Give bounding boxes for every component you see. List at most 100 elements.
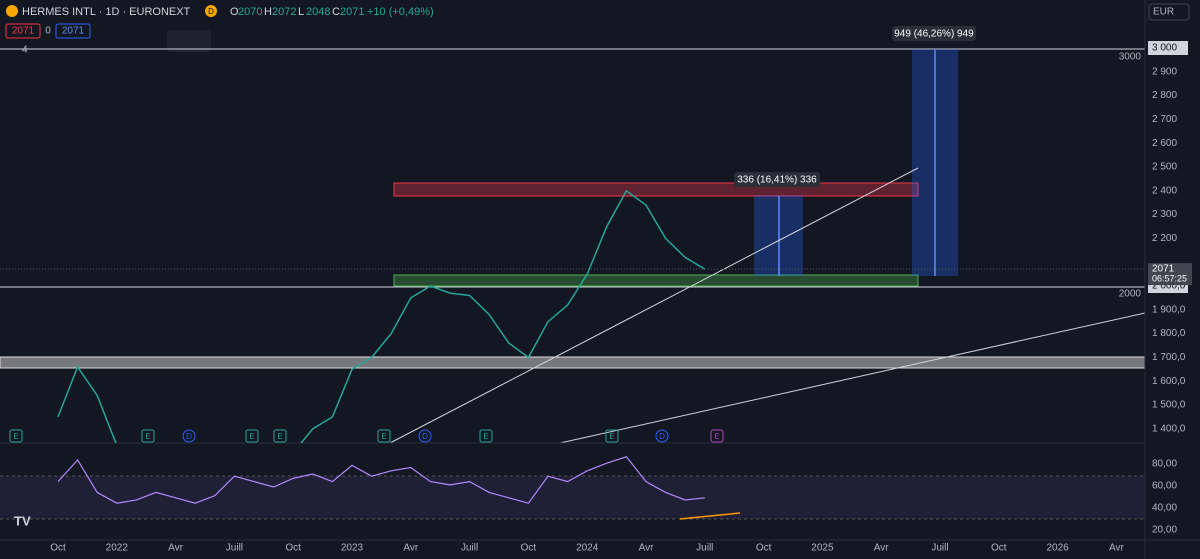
countdown: 06:57:25: [1152, 273, 1187, 283]
time-tick-label: Oct: [521, 543, 537, 554]
time-tick-label: 2022: [106, 543, 129, 554]
time-tick-label: 2024: [576, 543, 599, 554]
event-label: E: [483, 432, 488, 441]
badge-text: D: [208, 7, 214, 16]
time-tick-label: 2023: [341, 543, 364, 554]
level-label: 3000: [1119, 52, 1142, 63]
time-tick-label: Juill: [461, 543, 478, 554]
logo: [6, 5, 18, 17]
price-pane: [57, 189, 706, 443]
event-marker: [418, 429, 432, 443]
measure-label: 949 (46,26%) 949: [894, 29, 974, 40]
event-label: E: [277, 432, 282, 441]
currency-box[interactable]: [1148, 3, 1190, 21]
indicators-count: 4: [22, 45, 28, 56]
time-tick-label: Oct: [285, 543, 301, 554]
price-tick-label: 1 600,0: [1152, 376, 1186, 387]
price-tick-label: 1 700,0: [1152, 352, 1186, 363]
support-zone: [393, 274, 919, 287]
axis-highlight: [1148, 41, 1188, 55]
resistance-zone: [393, 182, 919, 197]
price-tick-label: 2 500: [1152, 162, 1177, 173]
event-marker: [9, 429, 23, 443]
event-label: E: [381, 432, 386, 441]
event-label: D: [659, 432, 665, 441]
event-label: E: [714, 432, 719, 441]
time-tick-label: Juill: [931, 543, 948, 554]
currency: EUR: [1153, 7, 1174, 18]
time-tick-label: Juill: [226, 543, 243, 554]
ohlc-key: H: [264, 6, 272, 18]
spread: 0: [45, 26, 51, 37]
event-label: E: [609, 432, 614, 441]
price-tick-label: 2 600: [1152, 138, 1177, 149]
price-tick-label: 1 500,0: [1152, 400, 1186, 411]
event-marker: [479, 429, 493, 443]
ohlc-value: 2071: [340, 6, 364, 18]
toolbar[interactable]: [167, 30, 211, 52]
badge[interactable]: [205, 5, 217, 17]
time-tick-label: 2026: [1046, 543, 1069, 554]
rsi-tick-label: 20,00: [1152, 525, 1177, 536]
price-tick-label: 2 800: [1152, 90, 1177, 101]
rsi-band: [0, 476, 1145, 519]
event-label: D: [422, 432, 428, 441]
event-marker: [245, 429, 259, 443]
price-tick-label: 2 300: [1152, 209, 1177, 220]
rsi-tick-label: 80,00: [1152, 459, 1177, 470]
ohlc-value: 2070: [238, 6, 262, 18]
ohlc-value: 2072: [272, 6, 296, 18]
time-tick-label: Juill: [696, 543, 713, 554]
last-price: 2071: [1152, 264, 1175, 275]
price-tick-label: 1 900,0: [1152, 304, 1186, 315]
ask-box[interactable]: [55, 23, 91, 39]
price-tick-label: 3 000: [1152, 43, 1177, 54]
time-tick-label: Avr: [874, 543, 889, 554]
time-tick-label: Oct: [756, 543, 772, 554]
price-tick-label: 2 000,0: [1152, 281, 1186, 292]
time-tick-label: Oct: [991, 543, 1007, 554]
price-tick-label: 1 800,0: [1152, 328, 1186, 339]
measure-label-box: [734, 172, 820, 187]
measure-label: 336 (16,41%) 336: [737, 175, 817, 186]
price-tick-label: 2 400: [1152, 185, 1177, 196]
gray-zone: [0, 356, 1146, 369]
price-line: [57, 189, 706, 443]
event-label: D: [186, 432, 192, 441]
rsi-tick-label: 40,00: [1152, 503, 1177, 514]
event-marker: [182, 429, 196, 443]
event-label: E: [13, 432, 18, 441]
event-marker: [710, 429, 724, 443]
time-tick-label: 2025: [811, 543, 834, 554]
time-tick-label: Avr: [168, 543, 183, 554]
measure-label-box: [892, 26, 976, 41]
change: +10 (+0,49%): [367, 6, 434, 18]
price-tick-label: 1 400,0: [1152, 423, 1186, 434]
last-price-tag: [1148, 263, 1192, 286]
event-marker: [141, 429, 155, 443]
ask: 2071: [62, 26, 85, 37]
price-tick-label: 2 200: [1152, 233, 1177, 244]
ohlc-key: L: [298, 6, 304, 18]
level-label: 2000: [1119, 289, 1142, 300]
tv-logo: TV: [14, 513, 31, 528]
ohlc-key: O: [230, 6, 239, 18]
event-label: E: [249, 432, 254, 441]
bid-box[interactable]: [5, 23, 41, 39]
rsi-tick-label: 60,00: [1152, 481, 1177, 492]
event-marker: [605, 429, 619, 443]
price-tick-label: 2 700: [1152, 114, 1177, 125]
event-marker: [273, 429, 287, 443]
event-label: E: [145, 432, 150, 441]
rsi-line: [57, 456, 705, 504]
trend-line: [559, 312, 1146, 444]
time-tick-label: Avr: [639, 543, 654, 554]
event-marker: [655, 429, 669, 443]
bid: 2071: [12, 26, 35, 37]
time-tick-label: Avr: [403, 543, 418, 554]
rsi-trend: [679, 512, 741, 520]
time-tick-label: Avr: [1109, 543, 1124, 554]
event-marker: [377, 429, 391, 443]
